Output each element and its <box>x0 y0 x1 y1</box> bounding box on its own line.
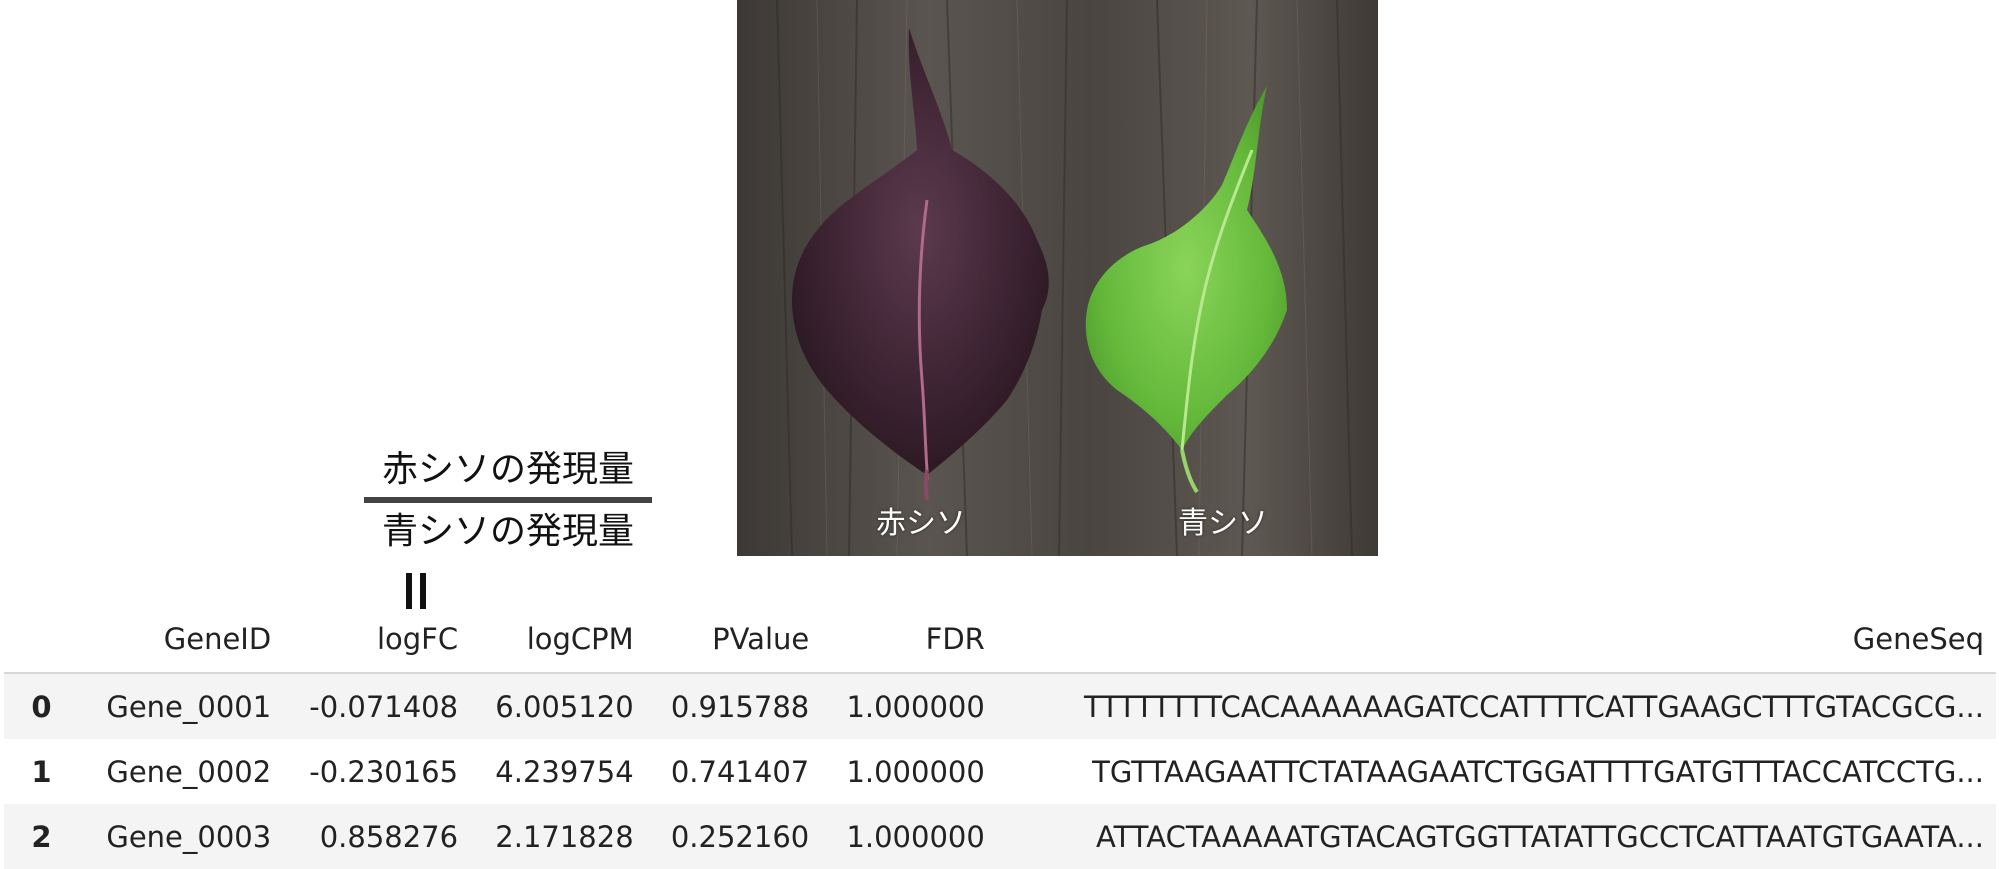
green-shiso-label: 青シソ <box>1178 506 1268 541</box>
row-index: 2 <box>31 819 52 854</box>
fdr-cell: 1.000000 <box>846 819 985 854</box>
geneid-header: GeneID <box>79 605 284 674</box>
fdr-cell: 1.000000 <box>846 754 985 789</box>
fraction-numerator: 赤シソの発現量 <box>381 449 634 490</box>
fraction-denominator: 青シソの発現量 <box>381 511 634 552</box>
equals-sign-icon <box>406 573 428 609</box>
logfc-header: logFC <box>283 605 471 674</box>
logcpm-cell: 2.171828 <box>495 819 634 854</box>
row-index: 1 <box>31 754 52 789</box>
logfc-cell: -0.071408 <box>309 689 459 724</box>
expression-ratio-fraction: 赤シソの発現量 青シソの発現量 <box>364 445 652 557</box>
gene-id-cell: Gene_0001 <box>106 689 272 724</box>
logfc-cell: 0.858276 <box>319 819 459 854</box>
table-header-row: GeneID logFC logCPM PValue FDR GeneSeq <box>4 605 1996 674</box>
gene-expression-table: GeneID logFC logCPM PValue FDR GeneSeq 0… <box>4 605 1996 869</box>
leaves-illustration <box>737 0 1378 556</box>
shiso-leaves-photo: 赤シソ 青シソ <box>737 0 1378 556</box>
red-shiso-label: 赤シソ <box>876 506 966 541</box>
gene-seq-cell: ATTACTAAAAATGTACAGTGGTTATATTGCCTCATTAATG… <box>1095 819 1984 854</box>
table-row: 1 Gene_0002 -0.230165 4.239754 0.741407 … <box>4 739 1996 804</box>
table-row: 2 Gene_0003 0.858276 2.171828 0.252160 1… <box>4 804 1996 869</box>
fraction-bar <box>364 497 652 503</box>
row-index: 0 <box>31 689 52 724</box>
gene-id-cell: Gene_0003 <box>106 819 272 854</box>
pvalue-cell: 0.915788 <box>670 689 810 724</box>
logcpm-cell: 6.005120 <box>495 689 634 724</box>
logcpm-header: logCPM <box>470 605 646 674</box>
table-row: 0 Gene_0001 -0.071408 6.005120 0.915788 … <box>4 673 1996 739</box>
pvalue-cell: 0.252160 <box>670 819 810 854</box>
geneseq-header: GeneSeq <box>996 605 1996 674</box>
logcpm-cell: 4.239754 <box>495 754 634 789</box>
fdr-header: FDR <box>821 605 997 674</box>
gene-seq-cell: TGTTAAGAATTCTATAAGAATCTGGATTTTGATGTTTACC… <box>1092 754 1984 789</box>
index-header <box>4 605 79 674</box>
pvalue-header: PValue <box>645 605 822 674</box>
pvalue-cell: 0.741407 <box>670 754 810 789</box>
fdr-cell: 1.000000 <box>846 689 985 724</box>
gene-id-cell: Gene_0002 <box>106 754 272 789</box>
logfc-cell: -0.230165 <box>309 754 459 789</box>
gene-seq-cell: TTTTTTTTCACAAAAAAGATCCATTTTCATTGAAGCTTTG… <box>1084 689 1984 724</box>
